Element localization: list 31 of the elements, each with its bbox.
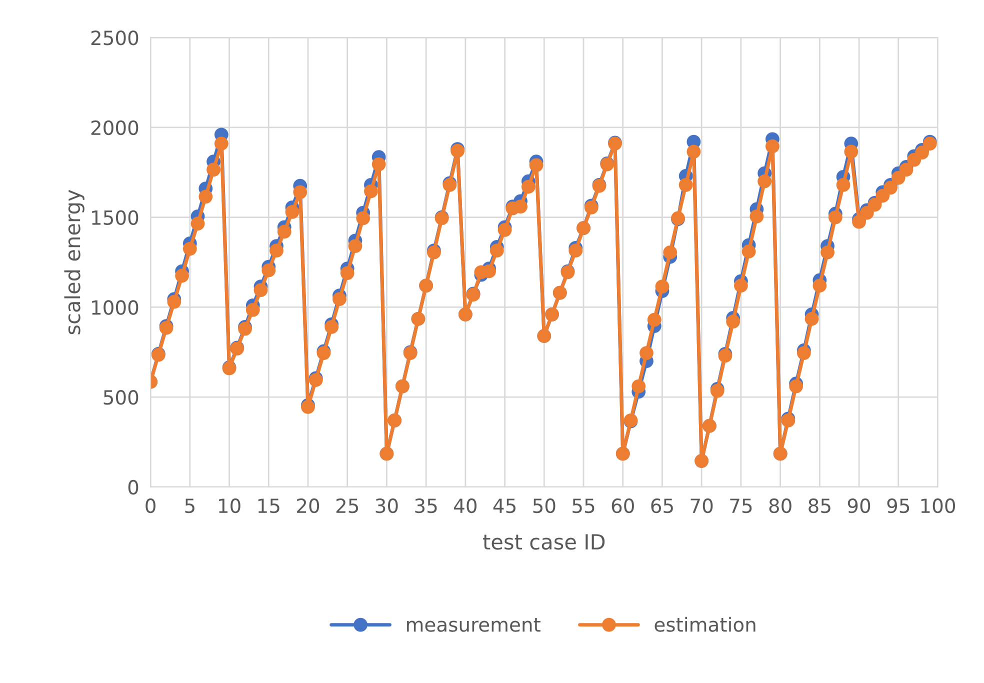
- x-tick-label: 65: [651, 498, 673, 514]
- x-tick-label: 60: [612, 498, 634, 514]
- legend-label: measurement: [407, 618, 540, 632]
- x-tick-label: 45: [493, 498, 516, 514]
- x-tick-label: 85: [808, 498, 830, 514]
- x-tick-label: 15: [258, 498, 280, 514]
- x-tick-label: 0: [146, 498, 156, 514]
- y-tick-label: 0: [128, 480, 138, 495]
- x-tick-label: 100: [921, 498, 956, 514]
- x-tick-label: 75: [730, 498, 752, 514]
- x-tick-label: 20: [297, 498, 320, 514]
- x-tick-label: 5: [185, 498, 194, 514]
- x-tick-label: 70: [690, 498, 713, 514]
- x-axis-title: test case ID: [483, 534, 605, 550]
- legend-label: estimation: [654, 616, 756, 632]
- x-tick-label: 25: [336, 498, 358, 514]
- x-tick-label: 55: [572, 498, 594, 514]
- y-axis-title: scaled energy: [64, 190, 84, 334]
- x-tick-label: 35: [415, 498, 437, 514]
- x-tick-label: 90: [848, 498, 870, 514]
- x-tick-label: 50: [533, 498, 556, 514]
- y-tick-label: 500: [104, 390, 138, 405]
- x-tick-label: 80: [769, 498, 792, 514]
- y-tick-label: 2000: [91, 120, 138, 136]
- x-tick-label: 40: [454, 498, 477, 514]
- x-tick-label: 10: [219, 498, 240, 514]
- x-tick-label: 95: [887, 498, 910, 514]
- y-tick-label: 2500: [91, 30, 138, 46]
- x-tick-label: 30: [376, 498, 398, 514]
- y-tick-label: 1000: [92, 300, 138, 315]
- y-tick-label: 1500: [92, 210, 138, 225]
